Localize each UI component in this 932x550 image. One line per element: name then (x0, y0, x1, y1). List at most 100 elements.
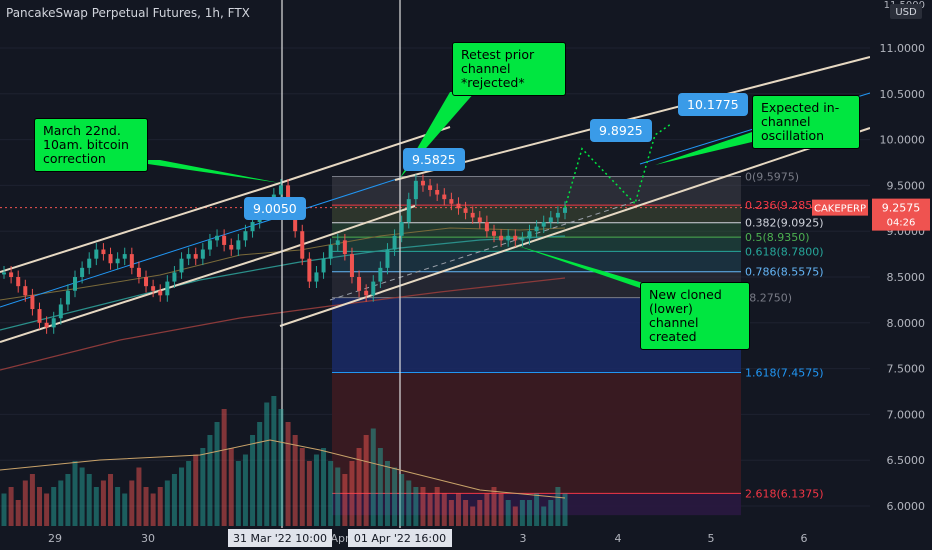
volume-bar (498, 493, 504, 526)
candle-body (328, 244, 333, 259)
chart-title: PancakeSwap Perpetual Futures, 1h, FTX (6, 6, 250, 20)
price-label-9-8925: 9.8925 (590, 119, 652, 142)
candle-body (186, 254, 191, 259)
volume-bar (292, 435, 298, 526)
fib-level-label: 0.236(9.2850) (745, 199, 824, 212)
volume-bar (93, 487, 99, 526)
time-axis-tick: 4 (615, 532, 622, 545)
volume-bar (313, 454, 319, 526)
currency-badge: USD (895, 7, 917, 18)
volume-bar (555, 487, 561, 526)
candle-body (378, 267, 383, 282)
volume-bar (370, 428, 376, 526)
volume-bar (356, 448, 362, 526)
volume-bar (79, 467, 85, 526)
volume-bar (534, 493, 540, 526)
candle-body (392, 235, 397, 250)
price-axis-tick: 8.5000 (887, 271, 926, 284)
candle-body (428, 185, 433, 190)
channel-upper-original (0, 182, 281, 273)
price-axis-tick: 8.0000 (887, 317, 926, 330)
volume-bar (548, 500, 554, 526)
callout-pointer-march (120, 160, 280, 183)
candle-body (44, 322, 49, 328)
fib-band (332, 205, 741, 223)
price-axis-tick: 7.5000 (887, 363, 926, 376)
fib-level-label: 1.618(7.4575) (745, 366, 824, 379)
volume-bar (235, 461, 241, 526)
volume-bar (470, 506, 476, 526)
channel-dashed-guide (329, 199, 641, 301)
channel-mid-original (0, 177, 401, 308)
price-axis-tick: 7.0000 (887, 408, 926, 421)
projection-path (564, 122, 673, 208)
volume-bar (484, 493, 490, 526)
volume-bar (221, 409, 227, 526)
candle-body (499, 235, 504, 241)
volume-bar (200, 448, 206, 526)
fib-band (332, 237, 741, 252)
volume-bar (257, 422, 263, 526)
candle-body (129, 254, 134, 268)
candle-body (73, 277, 78, 291)
volume-bar (65, 474, 71, 526)
candle-body (165, 281, 170, 296)
candle-body (364, 290, 369, 296)
volume-bar (242, 454, 248, 526)
volume-bar (44, 493, 50, 526)
volume-bar (505, 500, 511, 526)
candle-body (357, 277, 362, 291)
callout-pointer-expected (655, 132, 752, 165)
candle-body (108, 254, 113, 264)
candle-body (406, 199, 411, 223)
candle-body (243, 231, 248, 241)
volume-bar (477, 500, 483, 526)
candle-body (548, 217, 553, 223)
volume-bar (399, 474, 405, 526)
volume-bar (420, 487, 426, 526)
volume-bar (512, 506, 518, 526)
volume-bar (8, 487, 14, 526)
price-axis-tick: 6.0000 (887, 500, 926, 513)
candle-body (250, 222, 255, 232)
volume-bar (122, 493, 128, 526)
volume-bar (377, 448, 383, 526)
volume-bar (51, 487, 57, 526)
volume-bar (108, 474, 114, 526)
volume-bar (328, 461, 334, 526)
volume-bar (342, 474, 348, 526)
time-axis-tick: 5 (708, 532, 715, 545)
candle-body (16, 277, 21, 287)
volume-bar (37, 487, 43, 526)
candle-body (179, 258, 184, 273)
volume-bar (193, 454, 199, 526)
crosshair-time-label-1: 31 Mar '22 10:00 (233, 532, 327, 545)
time-axis-tick: 30 (141, 532, 155, 545)
candle-body (307, 258, 312, 282)
volume-bar (164, 480, 170, 526)
callout-pointer-cloned (515, 245, 660, 288)
volume-ma (0, 439, 566, 499)
volume-bar (15, 500, 21, 526)
volume-bar (171, 474, 177, 526)
volume-bar (349, 461, 355, 526)
volume-bar (29, 474, 35, 526)
fib-level-label: 0(9.5975) (745, 170, 799, 183)
candle-body (321, 258, 326, 273)
candle-body (527, 231, 532, 239)
price-label-10-1775: 10.1775 (678, 93, 748, 116)
crosshair-time-bg-2 (348, 529, 452, 547)
volume-bar (207, 435, 213, 526)
candle-body (413, 180, 418, 200)
candle-body (314, 272, 319, 282)
fib-level-label: (8.2750) (745, 292, 792, 305)
candle-body (229, 244, 234, 250)
volume-bar (441, 493, 447, 526)
candle-body (470, 212, 475, 218)
volume-bar (264, 402, 270, 526)
fib-level-label: 0.5(8.9350) (745, 231, 810, 244)
candle-body (87, 258, 92, 268)
candle-body (94, 249, 99, 259)
callout-new-cloned-channel: New cloned (lower) channel created (640, 282, 750, 350)
candle-body (456, 203, 461, 209)
